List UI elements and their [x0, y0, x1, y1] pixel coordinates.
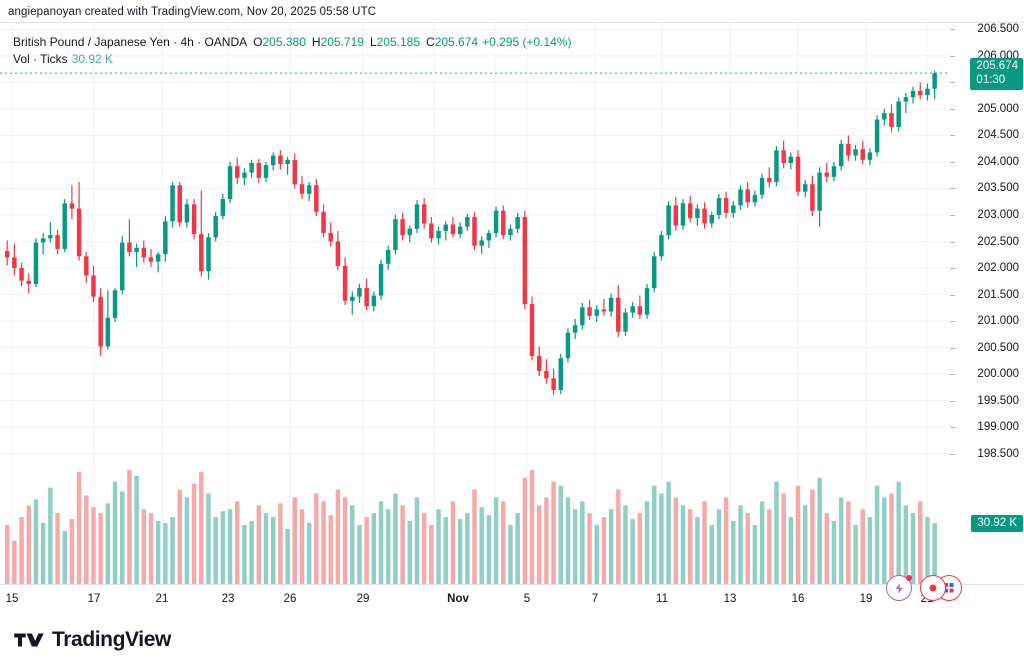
price-axis-tick-mark [950, 268, 955, 270]
tradingview-logo-icon [14, 633, 44, 647]
price-axis-tick-label: 202.500 [977, 235, 1019, 248]
price-axis-tick-mark [950, 294, 955, 296]
time-axis-tick-label: 11 [656, 593, 668, 605]
current-price-countdown: 01:30 [976, 73, 1006, 86]
price-axis-tick-mark [950, 161, 955, 163]
price-axis[interactable]: 206.500206.000205.500205.000204.500204.0… [949, 23, 1024, 584]
time-axis-tick-label: 23 [221, 593, 235, 605]
current-price-value: 205.674 [976, 60, 1018, 73]
price-axis-tick-mark [950, 135, 955, 137]
price-axis-tick-label: 201.500 [977, 288, 1019, 301]
price-axis-tick-label: 204.000 [977, 155, 1019, 168]
time-axis-tick-label: 29 [356, 593, 370, 605]
notification-dot-icon [906, 575, 912, 581]
price-axis-tick-mark [950, 453, 955, 455]
price-axis-tick-mark [950, 214, 955, 216]
price-axis-tick-label: 204.500 [977, 129, 1019, 142]
time-axis-tick-label: 17 [87, 593, 101, 605]
price-axis-tick-mark [950, 108, 955, 110]
price-axis-tick-label: 202.000 [977, 262, 1019, 275]
price-axis-tick-mark [950, 374, 955, 376]
price-axis-tick-mark [950, 427, 955, 429]
price-axis-tick-label: 205.000 [977, 102, 1019, 115]
price-axis-tick-mark [950, 321, 955, 323]
time-axis-tick-label: Nov [447, 593, 469, 605]
current-volume-badge: 30.92 K [971, 515, 1023, 532]
time-axis[interactable]: 151721232629Nov571113161921 [0, 584, 1024, 617]
time-axis-tick-label: 7 [591, 593, 599, 605]
price-axis-tick-label: 201.000 [977, 315, 1019, 328]
grid-layer [0, 23, 949, 584]
time-axis-tick-label: 21 [155, 593, 169, 605]
time-axis-tick-label: 13 [723, 593, 737, 605]
lightning-icon [895, 582, 903, 594]
chart-pane: British Pound / Japanese Yen · 4h · OAND… [0, 22, 1024, 617]
price-axis-tick-label: 206.500 [977, 23, 1019, 36]
price-axis-tick-mark [950, 400, 955, 402]
time-axis-tick-label: 15 [5, 593, 19, 605]
time-axis-tick-label: 26 [283, 593, 297, 605]
time-axis-tick-label: 19 [859, 593, 873, 605]
replay-button-group[interactable] [920, 575, 962, 601]
price-axis-tick-mark [950, 82, 955, 84]
price-axis-tick-label: 198.500 [977, 447, 1019, 460]
price-axis-tick-label: 200.500 [977, 341, 1019, 354]
price-axis-tick-mark [950, 241, 955, 243]
price-axis-tick-mark [950, 29, 955, 31]
tradingview-logo: TradingView [14, 628, 171, 652]
price-axis-tick-mark [950, 188, 955, 190]
alert-flash-button[interactable] [886, 575, 912, 601]
price-axis-tick-mark [950, 55, 955, 57]
time-axis-tick-label: 16 [791, 593, 805, 605]
record-circle-icon [929, 584, 937, 592]
time-axis-tick-label: 5 [523, 593, 531, 605]
record-button[interactable] [920, 575, 946, 601]
plot-area[interactable] [0, 23, 949, 584]
price-axis-tick-label: 199.500 [977, 394, 1019, 407]
series-layer [0, 70, 949, 584]
attribution-text: angiepanoyan created with TradingView.co… [8, 6, 377, 18]
chart-action-buttons [886, 575, 962, 601]
footer-bar: TradingView [0, 615, 1024, 665]
price-axis-tick-label: 200.000 [977, 368, 1019, 381]
price-axis-tick-label: 203.500 [977, 182, 1019, 195]
price-axis-tick-mark [950, 347, 955, 349]
price-axis-tick-label: 203.000 [977, 208, 1019, 221]
price-axis-tick-label: 199.000 [977, 421, 1019, 434]
current-price-badge: 205.674 01:30 [970, 58, 1023, 91]
tradingview-logo-text: TradingView [52, 628, 171, 651]
